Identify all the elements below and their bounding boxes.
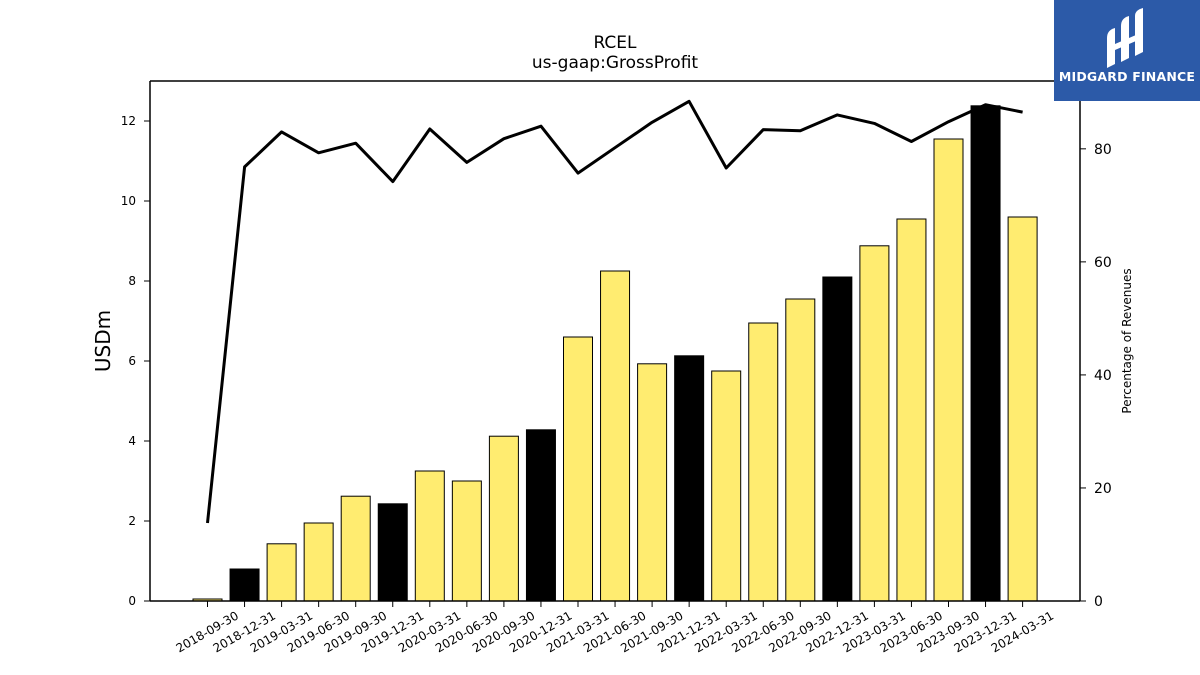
logo-text: MIDGARD FINANCE (1058, 69, 1196, 84)
y2-tick-label: 20 (1094, 481, 1112, 497)
y-tick-label: 4 (128, 434, 136, 448)
bar (451, 480, 482, 602)
y2-tick-label: 60 (1094, 255, 1112, 271)
bar (896, 218, 927, 602)
bar (266, 543, 297, 602)
chart-subtitle: us-gaap:GrossProfit (532, 53, 698, 73)
y2-tick-label: 40 (1094, 368, 1112, 384)
bar (970, 105, 1001, 602)
y-tick-label: 2 (128, 514, 136, 528)
y-tick-label: 10 (121, 194, 136, 208)
y2-tick-label: 80 (1094, 142, 1112, 158)
y-tick-label: 0 (128, 594, 136, 608)
chart-title: RCEL (593, 33, 637, 53)
bar (785, 298, 816, 602)
bar (822, 276, 853, 602)
bar (711, 370, 742, 602)
bar (859, 245, 890, 602)
bar (637, 363, 668, 602)
bar (377, 503, 408, 602)
bar (748, 322, 779, 602)
y-tick-label: 12 (121, 114, 136, 128)
bar (600, 270, 631, 602)
brand-logo: MIDGARD FINANCE (1054, 0, 1200, 101)
bar (1007, 216, 1038, 602)
bar (303, 522, 334, 602)
y-tick-label: 6 (128, 354, 136, 368)
plot-area: 0246810120204060802018-09-302018-12-3120… (121, 80, 1112, 655)
bar (674, 355, 705, 602)
y-axis-label: USDm (91, 310, 115, 372)
bar (563, 336, 593, 602)
bar (488, 435, 519, 602)
y2-axis-label: Percentage of Revenues (1120, 268, 1134, 413)
bar (525, 429, 556, 602)
bar (340, 495, 371, 602)
bar (229, 568, 260, 602)
y2-tick-label: 0 (1094, 594, 1103, 610)
bar (414, 470, 445, 602)
midgard-logo-icon (1107, 8, 1143, 68)
y-tick-label: 8 (128, 274, 136, 288)
bar (933, 138, 964, 602)
